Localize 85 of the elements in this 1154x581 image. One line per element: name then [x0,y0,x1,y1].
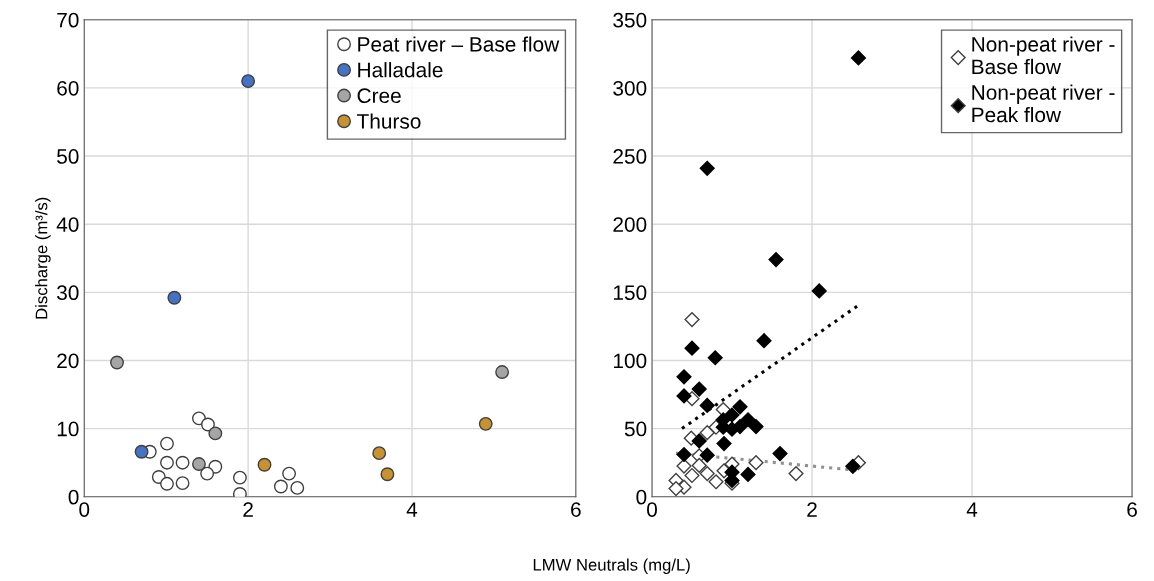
x-tick-label: 6 [571,502,581,517]
legend-label: Cree [357,88,401,104]
point [748,418,764,435]
legend-label: Non-peat river - Peak flow [972,84,1115,123]
point [732,418,748,435]
point [257,457,272,472]
y-tick-label: 10 [57,421,79,437]
y-tick-label: 200 [613,217,647,232]
point [707,350,723,366]
point [691,381,707,397]
point [691,457,707,473]
y-tick-label: 100 [613,353,647,369]
point [201,417,215,432]
point [850,50,867,66]
legend-label: Halladale [358,62,443,78]
x-tick-label: 2 [243,502,253,517]
point [160,476,174,491]
point [699,447,715,463]
point [495,365,510,379]
point [716,436,732,452]
point [756,333,772,349]
y-tick-label: 30 [57,285,79,301]
point [160,436,174,451]
point [110,355,124,370]
point [290,480,305,495]
point [241,74,256,89]
point [175,455,190,470]
point [676,388,692,404]
y-tick-label: 20 [57,353,79,369]
point [684,467,700,484]
legend-label: Non-peat river - Base flow [972,36,1115,75]
point [740,412,756,428]
point [134,444,149,459]
y-axis-title: Discharge (m³/s) [35,197,51,319]
point [273,479,288,494]
point [732,399,748,415]
point [708,474,724,490]
point [200,466,215,481]
y-tick-label: 60 [57,80,79,96]
point [748,455,764,471]
y-tick-label: 0 [636,489,647,505]
point [788,466,804,482]
point [160,455,174,470]
point [175,476,190,491]
point [478,416,493,431]
point [699,466,715,482]
y-tick-label: 50 [57,149,79,164]
point [192,457,206,471]
point [684,312,700,328]
point [208,426,223,441]
y-tick-label: 350 [613,12,647,28]
point [676,446,692,463]
y-tick-label: 50 [624,421,647,437]
point [676,369,692,385]
y-tick-label: 70 [57,12,79,28]
point [232,470,247,485]
y-tick-label: 300 [613,80,647,96]
point [772,445,788,462]
x-axis-title: LMW Neutrals (mg/L) [533,558,690,575]
legend-label: Thurso [357,113,421,129]
x-tick-label: 0 [647,502,657,517]
y-tick-label: 150 [613,285,647,301]
point [282,466,297,481]
point [811,283,827,299]
y-tick-label: 40 [56,217,79,232]
point [668,481,684,497]
point [372,446,387,461]
point [699,425,715,441]
x-tick-label: 2 [807,502,817,517]
y-tick-label: 0 [68,489,79,505]
legend-label: Peat river – Base flow [358,36,560,52]
point [691,433,707,449]
x-tick-label: 4 [966,502,978,517]
x-tick-label: 4 [406,502,418,517]
point [167,290,182,305]
point [699,160,715,176]
point [740,466,756,482]
x-tick-label: 6 [1127,502,1137,517]
point [699,397,715,414]
point [684,340,700,356]
point [845,458,861,474]
point [768,252,784,268]
x-tick-label: 0 [79,502,90,517]
y-tick-label: 250 [613,149,647,164]
point [380,467,395,482]
